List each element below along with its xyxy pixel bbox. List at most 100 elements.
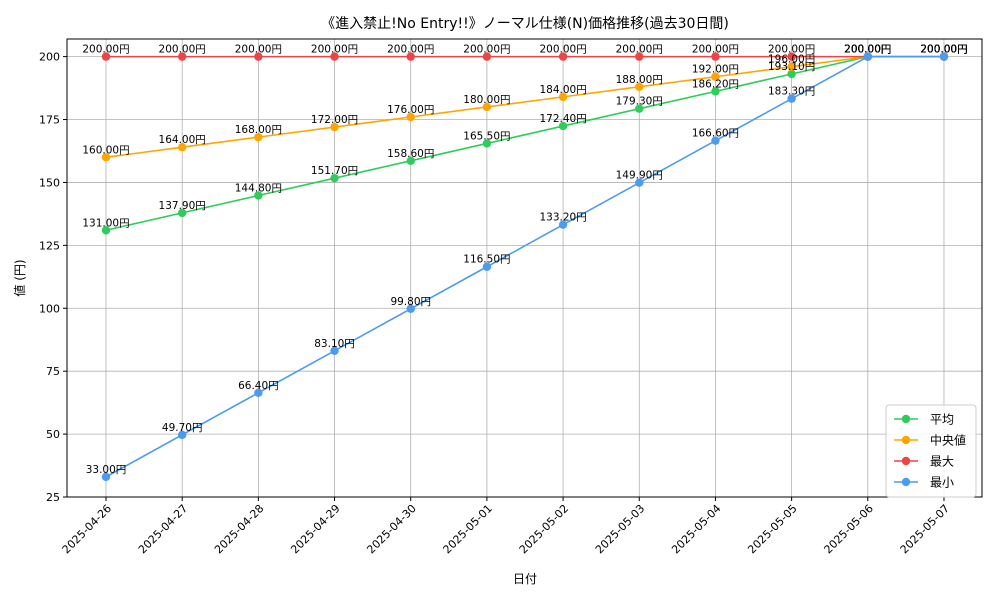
- data-label: 116.50円: [463, 254, 510, 266]
- y-tick-label: 100: [39, 302, 60, 315]
- data-point: [101, 153, 111, 162]
- x-tick-label: 2025-05-04: [669, 502, 723, 556]
- data-point: [254, 191, 263, 200]
- data-label: 172.40円: [539, 113, 586, 125]
- data-label: 188.00円: [616, 74, 663, 86]
- legend-label: 最大: [930, 455, 954, 469]
- data-label: 176.00円: [387, 104, 434, 116]
- data-point: [406, 112, 415, 122]
- data-label: 184.00円: [539, 84, 586, 96]
- grid: [67, 39, 982, 498]
- legend-marker: [901, 477, 911, 487]
- x-tick-label: 2025-04-29: [288, 502, 342, 556]
- data-label: 160.00円: [82, 144, 129, 156]
- data-point: [254, 388, 263, 398]
- data-point: [330, 173, 339, 183]
- data-point: [177, 52, 187, 61]
- y-tick-label: 25: [46, 491, 60, 504]
- data-label: 49.70円: [162, 422, 203, 434]
- data-point: [330, 122, 339, 132]
- data-label: 66.40円: [238, 380, 279, 392]
- data-label: 200.00円: [844, 44, 891, 56]
- data-label: 158.60円: [387, 148, 434, 160]
- data-point: [711, 72, 720, 81]
- data-label: 144.80円: [235, 183, 282, 195]
- data-label: 179.30円: [616, 96, 663, 108]
- x-tick-label: 2025-05-01: [441, 502, 495, 556]
- data-point: [558, 121, 568, 131]
- legend-label: 平均: [930, 413, 954, 427]
- y-axis-label: 値 (円): [12, 259, 27, 296]
- data-label: 196.00円: [768, 54, 815, 66]
- data-label: 200.00円: [311, 44, 358, 56]
- data-label: 200.00円: [387, 44, 434, 56]
- data-label: 200.00円: [692, 44, 739, 56]
- data-point: [787, 94, 796, 103]
- legend-label: 中央値: [930, 433, 966, 448]
- legend-box: [885, 404, 977, 498]
- data-point: [635, 178, 644, 187]
- x-tick-label: 2025-05-06: [822, 502, 876, 556]
- data-label: 165.50円: [463, 130, 510, 142]
- legend-marker: [901, 456, 911, 466]
- data-label: 180.00円: [463, 94, 510, 106]
- data-label: 200.00円: [920, 44, 967, 56]
- x-tick-label: 2025-05-02: [517, 502, 571, 556]
- data-point: [254, 132, 263, 142]
- x-tick-label: 2025-05-05: [745, 502, 799, 556]
- data-label: 183.30円: [768, 86, 815, 98]
- data-point: [330, 346, 339, 355]
- data-label: 131.00円: [82, 217, 129, 229]
- data-point: [558, 52, 568, 61]
- legend-label: 最小: [930, 476, 954, 490]
- y-tick-label: 125: [39, 239, 60, 252]
- data-label: 186.20円: [692, 78, 739, 90]
- data-label: 200.00円: [920, 44, 967, 56]
- data-label: 200.00円: [920, 44, 967, 56]
- data-point: [177, 430, 187, 440]
- series-line: [105, 55, 944, 159]
- x-tick-label: 2025-05-03: [593, 502, 647, 556]
- data-point: [787, 62, 796, 71]
- data-point: [177, 143, 187, 152]
- data-point: [787, 52, 796, 61]
- data-label: 200.00円: [539, 44, 586, 56]
- data-point: [330, 52, 339, 61]
- data-label: 172.00円: [311, 114, 358, 126]
- data-label: 193.10円: [768, 61, 815, 73]
- data-point: [635, 104, 644, 113]
- data-point: [101, 472, 111, 482]
- data-label: 200.00円: [463, 44, 510, 56]
- data-point: [558, 92, 568, 102]
- data-label: 200.00円: [768, 44, 815, 56]
- data-label: 192.00円: [692, 64, 739, 76]
- data-point: [177, 208, 187, 218]
- data-label: 164.00円: [159, 134, 206, 146]
- data-label: 149.90円: [616, 170, 663, 182]
- data-point: [482, 262, 492, 271]
- data-label: 83.10円: [314, 338, 355, 350]
- data-point: [863, 52, 872, 61]
- data-point: [635, 82, 644, 92]
- data-point: [635, 52, 644, 61]
- y-tick-label: 150: [39, 176, 60, 189]
- data-point: [711, 87, 720, 96]
- series-line: [105, 55, 944, 478]
- data-point: [482, 102, 492, 112]
- x-tick-label: 2025-04-27: [136, 502, 190, 556]
- data-label: 137.90円: [159, 200, 206, 212]
- x-tick-label: 2025-04-26: [60, 502, 114, 556]
- data-label: 133.20円: [539, 212, 586, 224]
- data-label: 168.00円: [235, 124, 282, 136]
- y-tick-label: 175: [39, 114, 60, 127]
- plot-frame: [66, 38, 983, 498]
- data-point: [482, 139, 492, 148]
- y-tick-label: 200: [39, 51, 60, 64]
- x-tick-label: 2025-05-07: [898, 502, 952, 556]
- data-point: [787, 69, 796, 79]
- y-tick-label: 50: [46, 428, 60, 441]
- data-label: 200.00円: [844, 44, 891, 56]
- axes: 25 50 75 100 125 150 175 200 2025-04-26 2025-04-2…: [39, 38, 983, 556]
- data-label: 200.00円: [920, 44, 967, 56]
